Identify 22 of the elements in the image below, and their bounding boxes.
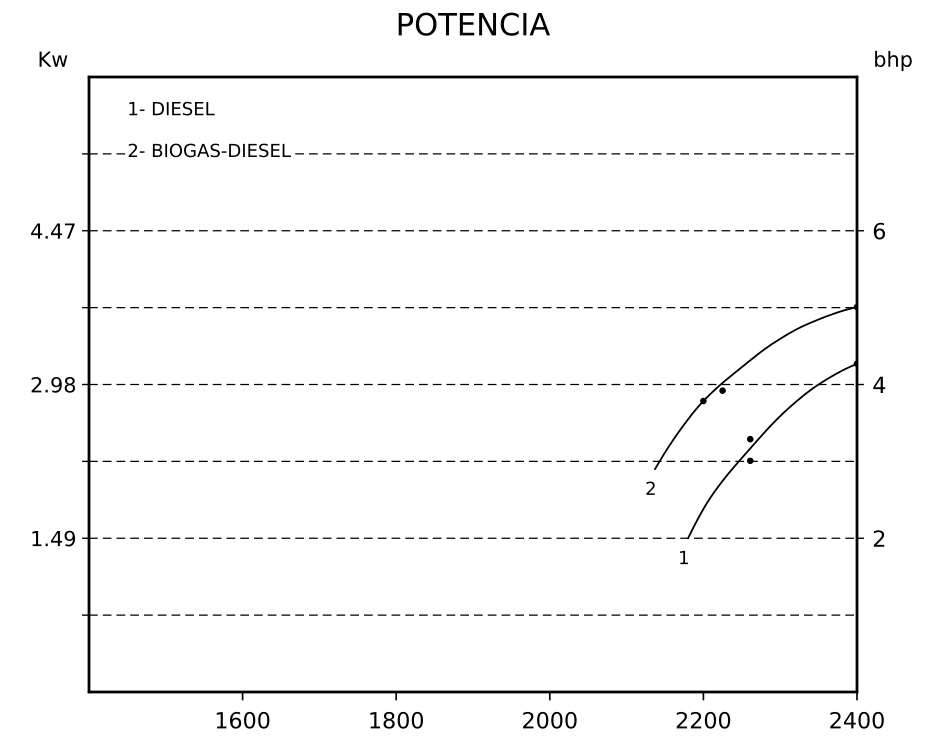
series-label: 1	[680, 550, 688, 564]
chart-title: POTENCIA	[398, 12, 550, 36]
y-axis-title: Kw	[40, 52, 68, 67]
y-tick-label: 2.98	[32, 376, 76, 393]
x-tick-label: 1800	[370, 712, 423, 729]
x-tick-label: 2400	[830, 712, 884, 729]
point	[700, 398, 707, 404]
x-tick-label: 2000	[523, 712, 577, 729]
y2-axis-title: bhp	[875, 50, 912, 72]
y-tick-label: 1.49	[32, 530, 76, 546]
annotation: 2- BIOGAS-DIESEL	[128, 144, 291, 158]
y-tick-label: 4.47	[31, 223, 75, 239]
x-tick-label: 2200	[676, 712, 730, 729]
y2-tick-label: 4	[873, 376, 886, 393]
annotation: 1- DIESEL	[129, 102, 215, 116]
y2-tick-label: 2	[874, 530, 884, 547]
point	[719, 387, 726, 394]
x-tick-label: 1600	[216, 712, 270, 729]
point	[746, 436, 754, 442]
point	[746, 458, 754, 464]
y2-tick-label: 6	[874, 222, 886, 240]
series-label: 2	[646, 482, 655, 495]
